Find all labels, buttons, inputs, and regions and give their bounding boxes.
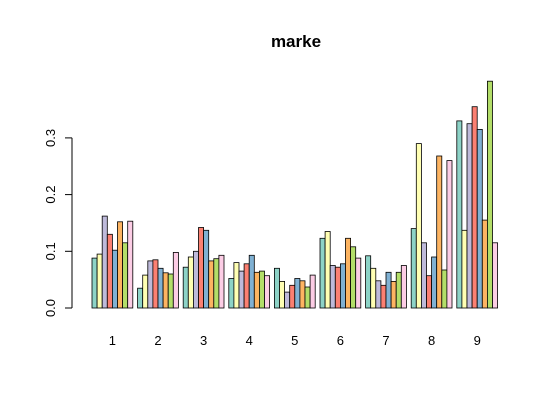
bar-8-6	[436, 155, 443, 309]
bar-7-1	[365, 255, 372, 309]
bar-6-4	[334, 266, 341, 309]
x-tick-label-3: 3	[200, 333, 207, 348]
bar-7-5	[385, 271, 392, 309]
bar-4-4	[243, 263, 250, 309]
bar-4-6	[253, 271, 260, 309]
x-tick-label-4: 4	[246, 333, 253, 348]
bar-2-4	[152, 259, 159, 309]
chart-title: marke	[271, 32, 321, 51]
bar-3-4	[198, 227, 204, 309]
bar-6-8	[355, 257, 362, 309]
bar-8-8	[446, 160, 453, 309]
bar-3-8	[218, 254, 225, 309]
bar-9-7	[486, 80, 493, 309]
bar-7-8	[400, 265, 407, 309]
bar-2-1	[137, 287, 144, 309]
bar-5-3	[284, 291, 291, 309]
bar-8-5	[431, 256, 438, 309]
bar-8-7	[441, 269, 448, 309]
bar-4-2	[233, 262, 240, 309]
bar-5-8	[309, 274, 316, 309]
x-tick-label-5: 5	[291, 333, 298, 348]
x-tick-label-8: 8	[428, 333, 435, 348]
bar-1-7	[122, 242, 129, 309]
bar-9-8	[492, 242, 498, 309]
x-tick-label-1: 1	[109, 333, 116, 348]
y-tick-label-3: 0.3	[43, 129, 58, 147]
bar-8-4	[426, 275, 432, 309]
bar-3-3	[192, 250, 199, 309]
bar-8-1	[410, 228, 417, 309]
bar-2-3	[147, 260, 154, 309]
bar-9-2	[461, 229, 468, 309]
bar-7-3	[375, 280, 382, 309]
bar-9-6	[481, 219, 488, 309]
bar-1-3	[101, 215, 108, 309]
bar-8-3	[420, 242, 427, 309]
bar-3-1	[182, 266, 189, 309]
bar-1-5	[112, 249, 118, 309]
bar-6-5	[339, 263, 346, 309]
bar-2-5	[157, 267, 164, 309]
y-tick-label-1: 0.1	[43, 242, 58, 260]
x-tick-label-7: 7	[382, 333, 389, 348]
x-tick-label-2: 2	[154, 333, 161, 348]
bar-2-2	[142, 274, 149, 309]
bar-5-1	[273, 267, 280, 309]
bar-4-8	[264, 275, 270, 309]
bar-1-6	[117, 221, 123, 309]
bar-1-2	[96, 253, 103, 309]
y-tick-label-2: 0.2	[43, 186, 58, 204]
bar-1-1	[91, 257, 98, 309]
bar-3-7	[213, 258, 220, 309]
bar-5-7	[304, 286, 311, 309]
bar-3-5	[203, 229, 210, 309]
bar-9-4	[471, 106, 478, 309]
bar-1-8	[127, 220, 134, 309]
bar-7-6	[390, 280, 397, 309]
bar-9-3	[466, 123, 473, 309]
bar-4-3	[238, 270, 245, 309]
bar-7-2	[370, 267, 377, 309]
x-tick-labels: 1 2 3 4 5 6 7 8 9	[109, 333, 481, 348]
bar-5-5	[294, 278, 301, 309]
bar-4-5	[248, 254, 255, 309]
bar-4-7	[258, 270, 265, 309]
bar-6-7	[350, 246, 357, 309]
bar-4-1	[228, 278, 235, 309]
bar-5-4	[289, 284, 296, 309]
bar-2-8	[172, 251, 179, 309]
bar-3-2	[187, 256, 194, 309]
bar-5-6	[299, 280, 306, 309]
bar-9-1	[456, 120, 463, 309]
bar-2-7	[167, 273, 174, 309]
bar-6-1	[319, 237, 326, 309]
bar-7-4	[380, 284, 387, 309]
bar-6-3	[329, 265, 336, 309]
bar-5-2	[279, 280, 285, 309]
bar-3-6	[208, 260, 215, 309]
bar-9-5	[476, 128, 483, 309]
bar-8-2	[415, 143, 422, 309]
bar-1-4	[106, 233, 113, 309]
y-axis: 0.0 0.1 0.2 0.3	[43, 129, 73, 317]
x-tick-label-9: 9	[474, 333, 481, 348]
bar-6-2	[324, 231, 331, 309]
y-tick-label-0: 0.0	[43, 299, 58, 317]
bar-7-7	[395, 271, 402, 309]
bars-group	[91, 80, 498, 309]
bar-2-6	[162, 272, 169, 309]
x-tick-label-6: 6	[337, 333, 344, 348]
bar-6-6	[345, 237, 351, 309]
